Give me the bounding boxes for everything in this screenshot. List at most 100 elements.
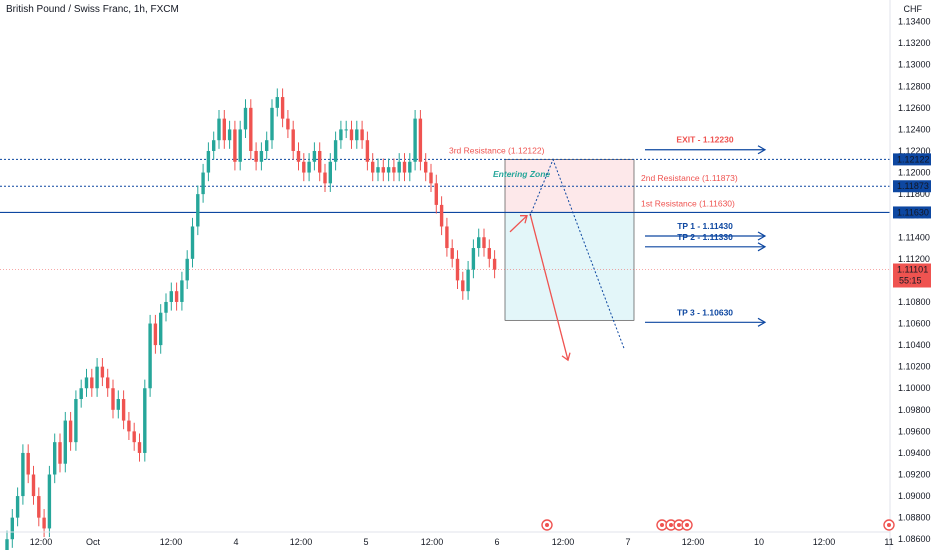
candle (270, 107, 274, 141)
event-flag-dot (660, 523, 664, 527)
target-label-2: TP 2 - 1.11330 (677, 232, 733, 242)
candle (53, 442, 57, 475)
target-arrowhead (757, 317, 767, 327)
candles (5, 88, 497, 550)
candle (355, 129, 359, 141)
time-tick-label: 12:00 (813, 537, 836, 547)
short-arrow (529, 213, 569, 361)
level-tag-bg (893, 180, 931, 193)
resistance-label-2: 2nd Resistance (1.11873) (641, 173, 738, 183)
event-flag-dot (669, 523, 673, 527)
candle (254, 150, 258, 162)
countdown-label: 55:15 (899, 276, 922, 286)
scenario-path (529, 158, 625, 349)
event-flag-dot (545, 523, 549, 527)
candle (100, 366, 105, 378)
price-tick-label: 1.08800 (898, 513, 931, 523)
price-tick-label: 1.10400 (898, 340, 931, 350)
candle (302, 161, 306, 173)
candle (212, 140, 216, 151)
event-markers[interactable] (541, 519, 895, 531)
time-tick-label: 12:00 (290, 537, 313, 547)
entering-zone-label: Entering Zone (493, 169, 550, 179)
time-axis[interactable]: 12:00 Oct 12:00 4 12:00 5 12:00 6 12:00 7 12:00 10 1… (0, 531, 894, 547)
candle (15, 496, 20, 518)
currency-label: CHF (903, 4, 923, 14)
target-label-1: TP 1 - 1.11430 (677, 221, 733, 231)
time-tick-label: 10 (754, 537, 764, 547)
candle (445, 226, 449, 249)
candle (63, 420, 67, 464)
candle (169, 291, 173, 302)
candle (386, 167, 391, 173)
target-label-0: EXIT - 1.12230 (676, 135, 733, 145)
candle (280, 97, 285, 119)
candle (397, 161, 401, 173)
price-tick-label: 1.10000 (898, 383, 931, 393)
price-tick-label: 1.09200 (898, 470, 931, 480)
candle (381, 167, 385, 173)
candle (455, 258, 460, 281)
candle (296, 150, 301, 162)
price-tick-label: 1.09800 (898, 405, 931, 415)
event-flag-dot (887, 523, 891, 527)
candle (153, 323, 158, 346)
candle (307, 161, 311, 173)
candle (10, 517, 14, 540)
last-price-label: 1.11101 (897, 265, 928, 275)
event-flag-dot (685, 523, 689, 527)
time-tick-label: 12:00 (552, 537, 575, 547)
candle (148, 323, 152, 389)
price-tick-label: 1.11400 (898, 232, 930, 242)
price-tick-label: 1.09600 (898, 426, 931, 436)
candle (439, 204, 444, 227)
candle (79, 388, 83, 400)
candle (185, 258, 189, 281)
price-axis[interactable]: 1.13400 1.13200 1.13000 1.12800 1.12600 1.124… (889, 0, 931, 550)
candle (371, 161, 375, 173)
target-arrowhead (757, 231, 767, 241)
candle (143, 388, 147, 453)
candle (68, 420, 73, 443)
candle (376, 167, 380, 173)
time-tick-label: Oct (86, 537, 101, 547)
candle (402, 161, 407, 173)
candle (418, 118, 423, 162)
candle (159, 312, 163, 346)
level-tag-bg (893, 153, 931, 166)
candle (201, 172, 205, 195)
price-tick-label: 1.11800 (898, 189, 930, 199)
candle (461, 280, 465, 292)
candle (243, 107, 248, 130)
price-tick-label: 1.12800 (898, 81, 931, 91)
candle (424, 161, 428, 173)
candle (392, 167, 396, 173)
candle (233, 129, 237, 162)
target-arrowhead (757, 145, 767, 155)
trade-zones (504, 159, 635, 321)
candle (318, 150, 322, 173)
candle (84, 377, 89, 389)
price-tick-label: 1.10200 (898, 362, 931, 372)
candle (127, 420, 131, 432)
candle (408, 161, 412, 173)
candle (471, 248, 476, 270)
price-tick-label: 1.13000 (898, 60, 931, 70)
price-tick-label: 1.12600 (898, 103, 931, 113)
price-tick-label: 1.12200 (898, 146, 931, 156)
candle (487, 248, 491, 259)
candle (31, 474, 36, 497)
candle (74, 399, 78, 443)
symbol-title: British Pound / Swiss Franc, 1h, FXCM (6, 4, 179, 15)
candle (312, 150, 317, 162)
candle (323, 172, 327, 184)
time-tick-label: 5 (363, 537, 368, 547)
candle (328, 161, 332, 184)
candle (164, 301, 168, 313)
level-tag-label: 1.11873 (897, 181, 929, 191)
candle (466, 269, 470, 292)
candle (196, 194, 200, 227)
target-label-3: TP 3 - 1.10630 (677, 307, 733, 317)
event-flag-dot (677, 523, 681, 527)
